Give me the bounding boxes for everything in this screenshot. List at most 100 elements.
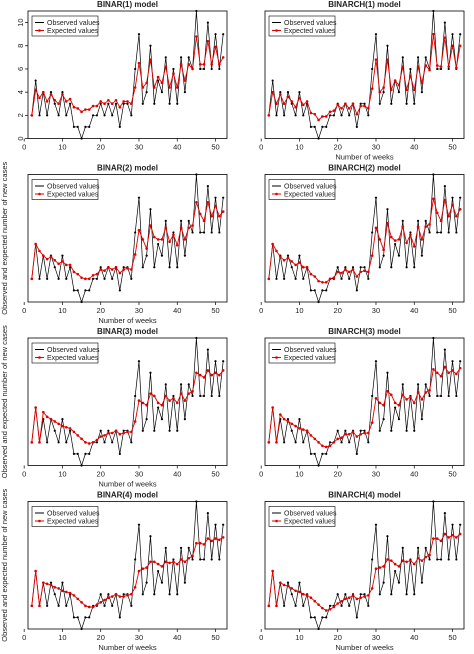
data-point-observed [363,593,366,596]
data-point-observed [359,266,362,269]
data-point-observed [451,360,454,363]
data-point-expected [401,559,405,562]
data-point-expected [38,441,41,444]
data-point-observed [57,277,60,280]
data-point-observed [191,231,194,234]
x-tick-label: 30 [135,470,143,479]
data-point-observed [424,546,427,549]
data-point-expected [149,392,152,395]
data-point-observed [118,616,121,619]
x-tick-label: 10 [295,306,303,315]
data-point-expected [435,64,439,67]
data-point-expected [84,277,87,281]
x-tick-label: 40 [173,306,181,315]
x-tick-label: 30 [135,143,143,152]
data-point-observed [409,231,412,234]
data-point-expected [168,240,171,244]
legend-entry: Observed values [284,510,337,517]
x-tick-label: 10 [58,633,66,642]
data-point-observed [137,360,141,363]
data-point-expected [336,103,340,107]
data-point-observed [149,44,152,47]
data-point-expected [72,430,76,434]
data-point-expected [191,67,194,71]
data-point-observed [202,231,206,234]
data-point-observed [149,208,152,211]
data-point-expected [130,592,133,596]
data-point-observed [432,173,435,176]
data-point-expected [355,435,359,438]
data-point-observed [130,604,133,607]
data-point-observed [72,289,76,292]
y-tick-label: 8 [16,44,25,48]
data-point-observed [61,581,64,584]
data-point-observed [218,394,221,398]
data-point-expected [218,63,221,66]
data-point-observed [298,418,301,421]
data-point-expected [76,597,80,601]
data-point-expected [332,605,336,609]
data-point-expected [275,249,278,253]
data-point-expected [221,369,225,372]
data-point-expected [351,430,355,434]
data-point-expected [99,435,103,438]
data-point-expected [38,604,41,608]
data-point-expected [64,100,68,103]
data-point-observed [76,125,79,129]
data-point-observed [309,289,313,292]
y-tick-label: 4 [16,90,25,94]
data-point-expected [218,538,221,542]
data-point-expected [382,86,385,89]
x-tick-label: 10 [295,143,303,152]
data-point-observed [439,231,443,234]
data-point-expected [49,583,53,587]
data-point-observed [38,277,41,280]
data-point-expected [118,432,122,436]
data-point-expected [432,537,435,540]
x-tick-label: 0 [22,306,26,315]
data-point-expected [374,58,378,61]
data-point-expected [164,226,168,230]
x-tick-label: 40 [173,633,181,642]
data-point-expected [64,590,68,594]
data-point-observed [103,441,106,444]
data-point-observed [436,231,439,234]
data-point-observed [53,429,56,432]
y-tick-label: 10 [16,18,25,26]
data-point-expected [141,238,145,241]
data-point-observed [294,277,297,280]
data-point-expected [294,263,297,267]
plot-frame [27,501,228,630]
data-point-observed [199,394,202,398]
data-point-observed [210,394,213,398]
data-point-expected [61,424,64,428]
x-tick-label: 30 [372,633,380,642]
data-point-expected [103,269,106,273]
data-point-observed [80,627,83,631]
data-point-observed [298,581,301,584]
legend-entry: Expected values [47,28,99,35]
x-tick-label: 40 [410,306,418,315]
data-point-expected [317,118,320,122]
data-point-expected [324,115,328,118]
data-point-expected [103,102,106,106]
data-point-observed [443,21,446,24]
data-point-expected [57,102,60,106]
data-point-observed [283,114,286,117]
data-point-observed [134,67,137,71]
x-tick-label: 10 [295,470,303,479]
legend-swatch-point [38,356,41,359]
data-point-expected [91,605,95,609]
data-point-observed [336,593,339,596]
data-point-observed [386,208,389,211]
data-point-observed [183,581,187,584]
x-tick-label: 20 [97,143,105,152]
data-point-observed [157,406,160,409]
x-tick-label: 30 [135,633,143,642]
data-point-observed [68,429,72,432]
data-point-expected [359,596,362,600]
data-point-observed [53,102,56,105]
chart-panel-3: BINAR(2) model 0 10 20 30 40 50 Number of weeks… [0,162,228,325]
data-point-expected [141,401,145,405]
data-point-expected [328,110,332,114]
